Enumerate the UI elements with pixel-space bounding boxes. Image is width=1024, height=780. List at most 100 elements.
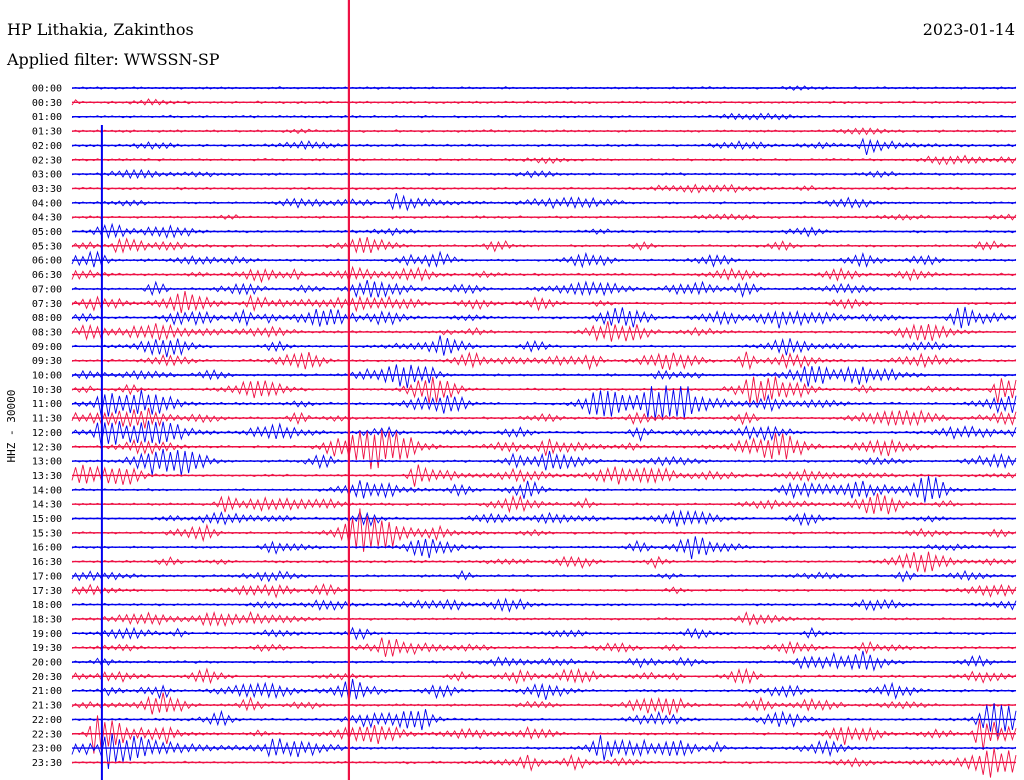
trace-0400 — [71, 193, 1017, 212]
row-label-1630: 16:30 — [32, 557, 62, 568]
trace-2130 — [71, 692, 1017, 716]
row-label-2100: 21:00 — [32, 686, 62, 697]
row-label-1530: 15:30 — [32, 528, 62, 539]
row-label-1030: 10:30 — [32, 385, 62, 396]
row-label-2030: 20:30 — [32, 672, 62, 683]
trace-0200 — [71, 137, 1017, 156]
trace-2100 — [71, 678, 1017, 703]
trace-2330 — [71, 748, 1017, 778]
trace-1900 — [71, 626, 1017, 641]
filter-label: Applied filter: WWSSN-SP — [7, 50, 220, 69]
trace-0900 — [71, 335, 1017, 358]
trace-1100 — [71, 385, 1017, 420]
trace-0600 — [71, 250, 1017, 269]
trace-1930 — [71, 637, 1017, 657]
row-label-1300: 13:00 — [32, 457, 62, 468]
row-label-1900: 19:00 — [32, 629, 62, 640]
row-label-1800: 18:00 — [32, 600, 62, 611]
row-label-2000: 20:00 — [32, 658, 62, 669]
row-label-0830: 08:30 — [32, 327, 62, 338]
row-label-2130: 21:30 — [32, 701, 62, 712]
trace-0830 — [71, 321, 1017, 342]
trace-0130 — [71, 127, 1017, 136]
row-label-0500: 05:00 — [32, 227, 62, 238]
trace-1530 — [71, 508, 1017, 552]
date-label: 2023-01-14 — [922, 20, 1015, 39]
row-label-1400: 14:00 — [32, 485, 62, 496]
trace-2200 — [71, 703, 1017, 737]
row-label-0100: 01:00 — [32, 112, 62, 123]
trace-1200 — [71, 420, 1017, 446]
row-label-0400: 04:00 — [32, 198, 62, 209]
trace-0100 — [71, 112, 1017, 121]
row-label-2200: 22:00 — [32, 715, 62, 726]
row-label-1230: 12:30 — [32, 442, 62, 453]
trace-1030 — [71, 376, 1017, 404]
trace-1600 — [71, 536, 1017, 560]
row-label-1730: 17:30 — [32, 586, 62, 597]
trace-0000 — [71, 85, 1017, 91]
trace-1500 — [71, 509, 1017, 527]
row-label-0300: 03:00 — [32, 170, 62, 181]
trace-1400 — [71, 476, 1017, 503]
trace-0300 — [71, 168, 1017, 180]
row-label-0930: 09:30 — [32, 356, 62, 367]
row-label-1100: 11:00 — [32, 399, 62, 410]
trace-0730 — [71, 291, 1017, 314]
trace-1300 — [71, 448, 1017, 476]
trace-0800 — [71, 306, 1017, 329]
row-label-0130: 01:30 — [32, 127, 62, 138]
row-label-0800: 08:00 — [32, 313, 62, 324]
row-label-0230: 02:30 — [32, 155, 62, 166]
trace-0030 — [71, 98, 1017, 106]
saturated-spikes — [100, 0, 351, 780]
trace-0330 — [71, 183, 1017, 194]
row-label-1430: 14:30 — [32, 500, 62, 511]
trace-0930 — [71, 351, 1017, 371]
row-label-0900: 09:00 — [32, 342, 62, 353]
row-label-1700: 17:00 — [32, 571, 62, 582]
row-label-1830: 18:30 — [32, 614, 62, 625]
trace-2230 — [71, 715, 1017, 754]
row-label-1330: 13:30 — [32, 471, 62, 482]
trace-1830 — [71, 610, 1017, 628]
trace-1330 — [71, 464, 1017, 487]
row-label-0600: 06:00 — [32, 256, 62, 267]
station-title: HP Lithakia, Zakinthos — [7, 20, 194, 39]
trace-1630 — [71, 551, 1017, 573]
trace-2000 — [71, 650, 1017, 672]
trace-0530 — [71, 236, 1017, 254]
row-label-0530: 05:30 — [32, 241, 62, 252]
row-label-0630: 06:30 — [32, 270, 62, 281]
trace-0630 — [71, 265, 1017, 284]
trace-0500 — [71, 222, 1017, 240]
helicorder-traces — [71, 85, 1017, 778]
trace-1130 — [71, 407, 1017, 429]
trace-1700 — [71, 569, 1017, 583]
row-label-2300: 23:00 — [32, 744, 62, 755]
row-label-2330: 23:30 — [32, 758, 62, 769]
trace-2030 — [71, 667, 1017, 685]
row-label-1600: 16:00 — [32, 543, 62, 554]
row-label-1500: 15:00 — [32, 514, 62, 525]
trace-0430 — [71, 213, 1017, 221]
trace-1430 — [71, 493, 1017, 515]
trace-0700 — [71, 279, 1017, 298]
trace-2300 — [71, 733, 1017, 770]
trace-1000 — [71, 364, 1017, 388]
row-label-2230: 22:30 — [32, 729, 62, 740]
row-label-0030: 00:30 — [32, 98, 62, 109]
row-label-0330: 03:30 — [32, 184, 62, 195]
trace-1800 — [71, 597, 1017, 613]
row-label-1200: 12:00 — [32, 428, 62, 439]
row-label-0430: 04:30 — [32, 213, 62, 224]
trace-0230 — [71, 154, 1017, 166]
row-label-0200: 02:00 — [32, 141, 62, 152]
row-label-0000: 00:00 — [32, 84, 62, 95]
row-label-0730: 07:30 — [32, 299, 62, 310]
trace-1230 — [71, 430, 1017, 470]
row-label-1000: 10:00 — [32, 371, 62, 382]
row-label-1930: 19:30 — [32, 643, 62, 654]
row-label-0700: 07:00 — [32, 284, 62, 295]
